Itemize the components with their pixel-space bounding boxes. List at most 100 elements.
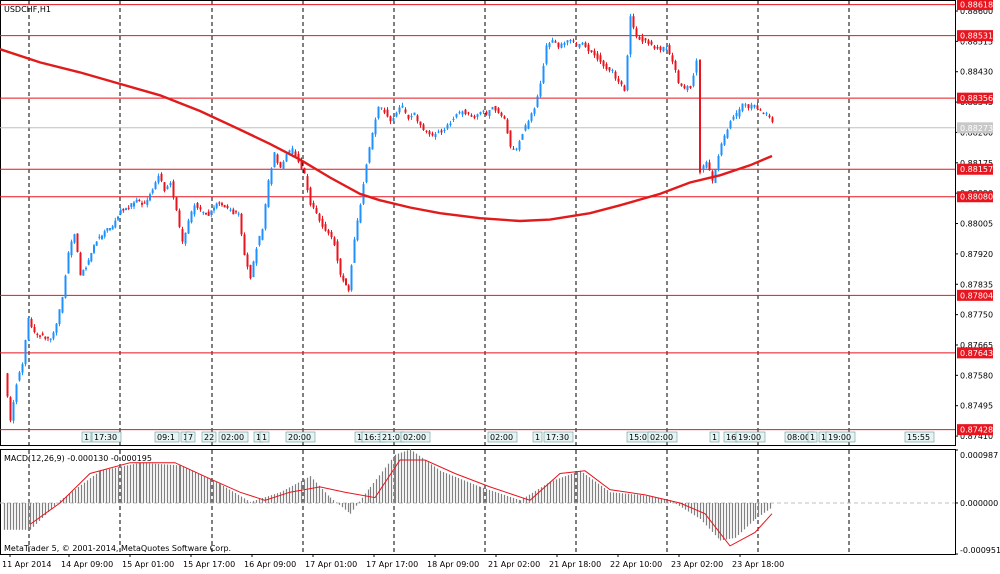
candle-body [410,115,413,118]
level-tag-text: 0.87428 [960,426,993,435]
candle-body [30,319,33,328]
event-marker-box [825,431,856,443]
candle-body [264,204,267,229]
candle-body [747,104,750,109]
event-marker-label: 19:00 [828,433,851,442]
candle-body [680,83,683,86]
candle-body [632,16,635,28]
candle-body [756,105,759,110]
candle-body [279,162,282,168]
candle-body [117,216,119,220]
candle-body [602,60,605,67]
event-marker-label: 1 [262,433,267,442]
candle-body [461,111,464,115]
candle-body [455,114,458,118]
candle-body [169,183,172,186]
candle-body [590,50,593,52]
price-tick-label: 0.88175 [960,159,993,168]
candle-body [536,96,539,107]
candle-body [345,278,347,286]
candle-body [665,48,668,50]
candle-body [127,207,130,209]
candle-body [371,132,374,150]
candle-body [12,402,15,421]
time-tick-label: 15 Apr 17:00 [183,560,235,569]
candle-body [333,237,336,246]
price-tick-label: 0.87920 [960,250,993,259]
candle-body [339,258,342,275]
candle-body [723,135,726,145]
candle-body [482,110,485,112]
candle-body [199,207,202,210]
candle-body [729,121,732,129]
candle-body [270,168,273,185]
candle-body [151,189,154,194]
event-marker-label: 1 [256,433,261,442]
event-marker-label: 08:00 [787,433,810,442]
candle-body [178,210,181,227]
event-marker-label: 1 [821,433,826,442]
symbol-label: USDCHF,H1 [4,5,51,14]
candle-body [596,53,599,60]
main-chart-frame [0,0,956,446]
candle-body [506,119,509,134]
event-markers: 1 17:30 09:1 1 7 22 02:00 1 1 20:00 1 16:3 21:0 02:00… [81,431,935,443]
candle-body [768,115,771,118]
macd-frame [0,449,956,555]
candle-body [605,63,608,70]
event-marker-label: 02:00 [403,433,426,442]
candle-body [67,252,70,274]
candle-body [143,202,146,204]
candle-body [282,161,285,169]
candle-body [744,104,747,106]
event-marker-label: 15:07 [629,433,652,442]
candle-body [232,209,235,215]
candle-body [39,335,41,337]
event-marker-label: 02:00 [650,433,673,442]
candle-body [109,228,111,230]
candle-body [497,108,500,113]
candle-body [389,116,392,122]
candle-body [491,107,494,110]
candle-body [677,70,680,83]
price-tick-label: 0.87750 [960,311,993,320]
candle-body [386,109,389,117]
candle-body [726,129,729,138]
time-tick-label: 15 Apr 01:00 [122,560,174,569]
candle-body [240,213,243,235]
candle-body [377,106,380,119]
event-marker-box [904,431,935,443]
level-tag-text: 0.88356 [960,94,993,103]
candle-body [221,203,223,206]
candle-body [258,235,261,245]
event-marker-box [185,431,196,443]
candle-body [521,134,524,140]
macd-axis: 0.000987 0.000000 -0.000951 [955,449,1000,555]
candle-body [218,202,221,204]
candle-body [285,154,288,162]
candle-body [33,326,36,333]
candle-body [166,186,169,189]
level-tag-bg [957,191,993,203]
candle-body [95,241,98,246]
vertical-grid [28,1,850,554]
candle-body [629,16,632,55]
candle-body [563,43,566,45]
candle-body [458,112,461,114]
price-tick-label: 0.87580 [960,371,993,380]
candle-body [485,111,488,115]
event-marker-label: 16:3 [364,433,382,442]
candle-body [674,61,677,70]
time-tick-label: 21 Apr 18:00 [549,560,601,569]
level-tag-text: 0.88080 [960,193,993,202]
candle-body [223,205,226,208]
candle-body [276,154,279,163]
candle-body [732,116,735,120]
candle-body [213,207,215,211]
candle-body [58,309,61,324]
candle-body [202,212,205,214]
candle-body [518,141,521,150]
candle-body [611,69,614,71]
candle-body [407,114,410,119]
